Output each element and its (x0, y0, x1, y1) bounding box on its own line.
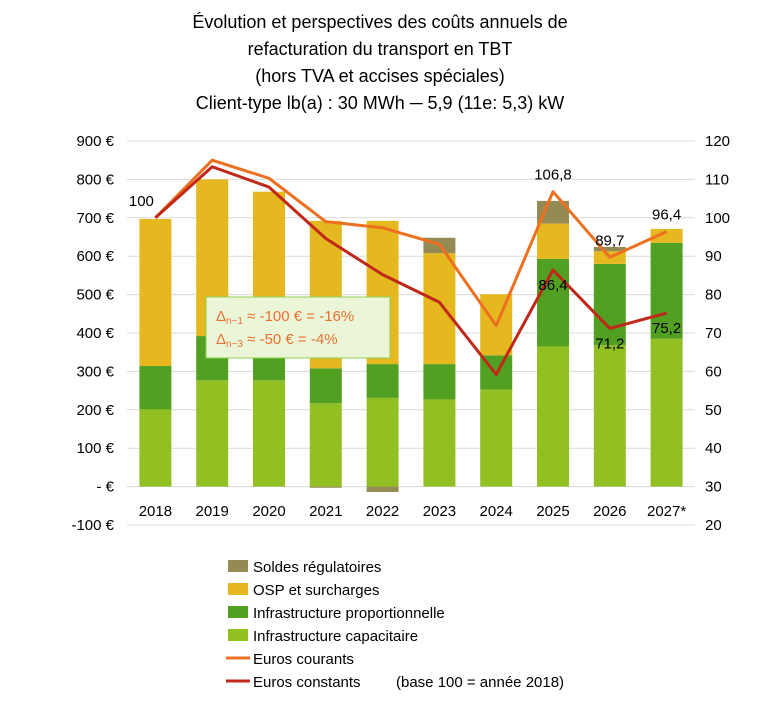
data-label: 96,4 (652, 207, 681, 224)
data-label: 89,7 (595, 232, 624, 249)
title-line-4: Client-type lb(a) : 30 MWh ─ 5,9 (11e: 5… (196, 93, 565, 113)
legend-label-capacitaire: Infrastructure capacitaire (253, 628, 418, 645)
data-label: 100 (129, 193, 154, 210)
left-tick-label: 700 € (76, 210, 114, 227)
right-tick-label: 50 (705, 402, 722, 419)
data-label: 71,2 (595, 335, 624, 352)
legend-note: (base 100 = année 2018) (396, 674, 564, 691)
axis-ticks: -100 € - € 100 € 200 € 300 € 400 € 500 € 600 € 7… (71, 133, 730, 534)
category-label: 2018 (139, 503, 172, 520)
chart-title: Évolution et perspectives des coûts annu… (192, 12, 567, 113)
annotation-line-2: Δn−3 ≈ -50 € = -4% (216, 331, 338, 350)
right-tick-label: 100 (705, 210, 730, 227)
line-series (154, 158, 668, 328)
bar-segment (537, 258, 569, 347)
data-label: 86,4 (538, 277, 567, 294)
left-tick-label: 100 € (76, 440, 114, 457)
left-tick-label: - € (96, 479, 114, 496)
line-series (154, 165, 667, 376)
right-tick-label: 60 (705, 363, 722, 380)
right-tick-label: 110 (705, 171, 729, 188)
legend: Soldes régulatoires OSP et surcharges In… (226, 559, 564, 691)
right-tick-label: 20 (705, 517, 722, 534)
bar-segment (593, 246, 626, 252)
category-label: 2022 (366, 503, 399, 520)
bar-segment (650, 338, 683, 487)
left-tick-label: 500 € (76, 287, 114, 304)
left-tick-label: 600 € (76, 248, 114, 265)
category-label: 2025 (536, 503, 569, 520)
bar-segment (139, 409, 172, 487)
annotation-background (205, 296, 391, 359)
bar-segment (139, 218, 172, 367)
bar-segment (309, 486, 342, 488)
bar-segment (196, 380, 229, 487)
bar-segment (423, 253, 456, 365)
left-tick-label: 300 € (76, 363, 114, 380)
right-tick-label: 120 (705, 133, 730, 150)
legend-swatch-osp (228, 583, 248, 595)
right-tick-label: 40 (705, 440, 722, 457)
bar-segment (593, 263, 626, 346)
bar-segment (650, 228, 683, 243)
bar-segment (593, 345, 626, 487)
data-label: 106,8 (534, 167, 572, 184)
right-tick-label: 80 (705, 287, 722, 304)
category-label: 2027* (647, 503, 686, 520)
right-tick-label: 90 (705, 248, 722, 265)
category-label: 2026 (593, 503, 626, 520)
category-label: 2024 (480, 503, 513, 520)
bar-segment (366, 364, 399, 398)
annotation-box: Δn−1 ≈ -100 € = -16% Δn−3 ≈ -50 € = -4% (205, 296, 391, 359)
bar-segment (423, 364, 456, 400)
bar-segment (480, 389, 513, 487)
category-label: 2019 (196, 503, 229, 520)
left-tick-label: -100 € (71, 517, 114, 534)
bar-segment (253, 380, 285, 487)
legend-label-constants: Euros constants (253, 674, 361, 691)
bar-segment (537, 200, 569, 224)
legend-swatch-capacitaire (228, 629, 248, 641)
bar-segment (366, 397, 399, 487)
title-line-2: refacturation du transport en TBT (248, 39, 513, 59)
bar-segment (537, 223, 569, 259)
data-label: 75,2 (652, 320, 681, 337)
legend-label-proportionnelle: Infrastructure proportionnelle (253, 605, 445, 622)
legend-swatch-proportionnelle (228, 606, 248, 618)
legend-label-osp: OSP et surcharges (253, 582, 379, 599)
left-tick-label: 200 € (76, 402, 114, 419)
left-tick-label: 800 € (76, 171, 114, 188)
bar-segment (309, 368, 342, 404)
annotation-line-1: Δn−1 ≈ -100 € = -16% (216, 308, 354, 327)
category-label: 2020 (252, 503, 285, 520)
legend-label-soldes: Soldes régulatoires (253, 559, 381, 576)
legend-label-courants: Euros courants (253, 651, 354, 668)
bar-segment (139, 366, 172, 410)
title-line-1: Évolution et perspectives des coûts annu… (192, 12, 567, 32)
left-tick-label: 400 € (76, 325, 114, 342)
right-tick-label: 30 (705, 479, 722, 496)
bar-segment (537, 346, 569, 487)
left-tick-label: 900 € (76, 133, 114, 150)
category-label: 2021 (309, 503, 342, 520)
bar-segment (650, 242, 683, 339)
category-label: 2023 (423, 503, 456, 520)
bar-segment (366, 486, 399, 492)
bar-segment (423, 399, 456, 487)
legend-swatch-soldes (228, 560, 248, 572)
title-line-3: (hors TVA et accises spéciales) (255, 66, 504, 86)
bar-segment (309, 403, 342, 487)
right-tick-label: 70 (705, 325, 722, 342)
lines: 100 106,8 89,7 96,4 86,4 71,2 75,2 (129, 158, 681, 376)
